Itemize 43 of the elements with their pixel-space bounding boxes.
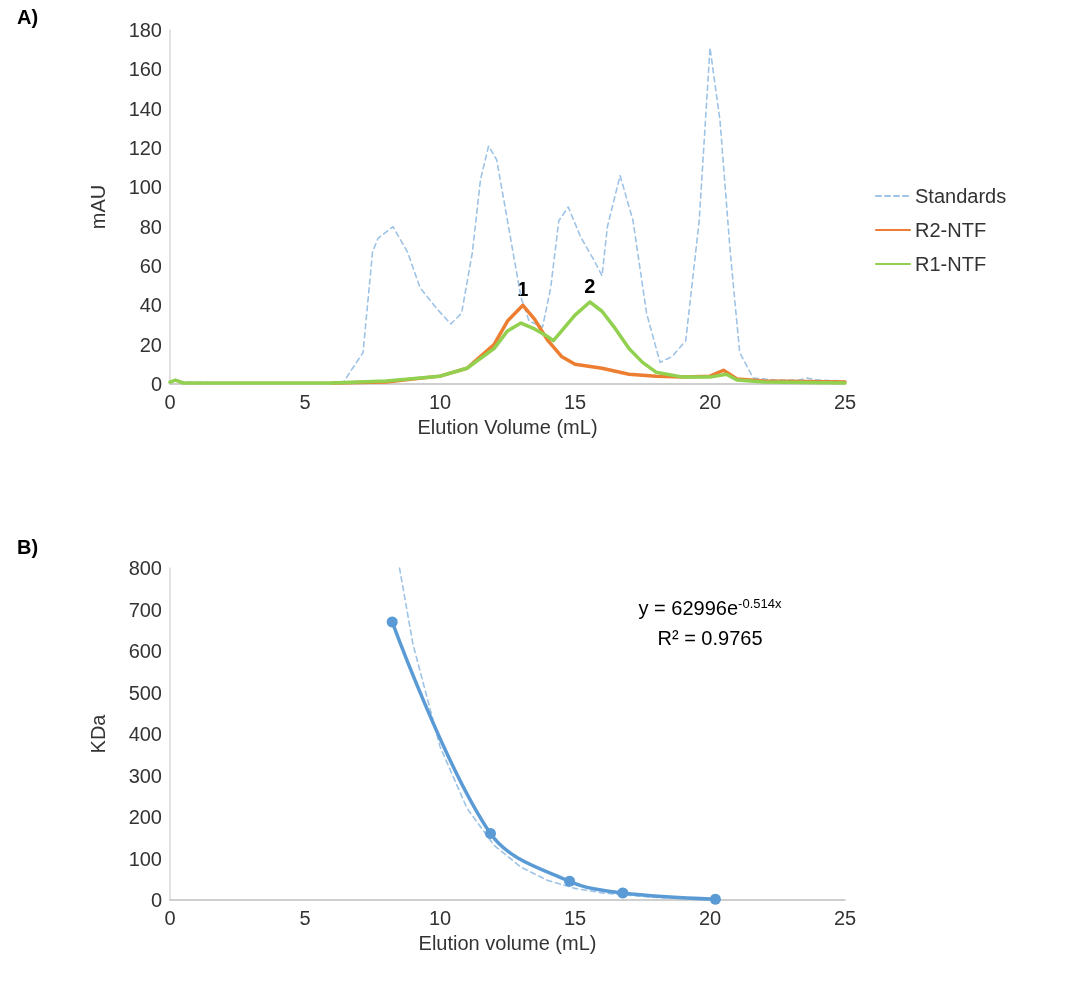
y-tick-label: 0 — [150, 373, 162, 395]
x-axis-title: Elution volume (mL) — [418, 931, 597, 954]
y-axis-title: KDa — [87, 713, 109, 754]
x-tick-label: 15 — [563, 391, 587, 413]
y-tick-label: 0 — [150, 889, 162, 911]
y-tick-label: 500 — [128, 681, 162, 704]
annotation: 1 — [517, 278, 529, 301]
y-tick-label: 800 — [128, 557, 162, 579]
chart-title: B) — [17, 536, 39, 558]
y-tick-label: 20 — [139, 333, 162, 356]
legend-label: Standards — [915, 185, 1007, 207]
x-tick-label: 10 — [428, 391, 452, 413]
y-tick-label: 160 — [128, 58, 162, 81]
y-tick-label: 140 — [128, 97, 162, 120]
y-tick-label: 100 — [128, 176, 162, 199]
legend-label: R1-NTF — [915, 253, 987, 275]
x-tick-label: 25 — [833, 907, 857, 929]
y-tick-label: 200 — [128, 806, 162, 828]
y-tick-label: 700 — [128, 598, 162, 621]
y-tick-label: 600 — [128, 640, 162, 662]
x-tick-label: 0 — [164, 391, 176, 413]
y-tick-label: 120 — [128, 137, 162, 159]
x-tick-label: 20 — [698, 391, 722, 413]
y-axis-title: mAU — [87, 184, 109, 230]
x-tick-label: 5 — [299, 391, 311, 413]
x-tick-label: 15 — [563, 907, 587, 929]
y-tick-label: 300 — [128, 764, 162, 787]
x-tick-label: 10 — [428, 907, 452, 929]
chart-title: A) — [17, 6, 39, 28]
y-tick-label: 80 — [139, 215, 162, 238]
x-tick-label: 25 — [833, 391, 857, 413]
y-tick-label: 60 — [139, 255, 162, 277]
y-tick-label: 100 — [128, 847, 162, 870]
annotation: 2 — [584, 274, 596, 297]
y-tick-label: 40 — [139, 294, 162, 317]
x-tick-label: 20 — [698, 907, 722, 929]
x-tick-label: 0 — [164, 907, 176, 929]
legend-label: R2-NTF — [915, 219, 987, 241]
y-tick-label: 400 — [128, 723, 162, 745]
x-axis-title: Elution Volume (mL) — [417, 415, 598, 438]
annotation: R² = 0.9765 — [657, 627, 763, 649]
y-tick-label: 180 — [128, 19, 162, 41]
x-tick-label: 5 — [299, 907, 311, 929]
